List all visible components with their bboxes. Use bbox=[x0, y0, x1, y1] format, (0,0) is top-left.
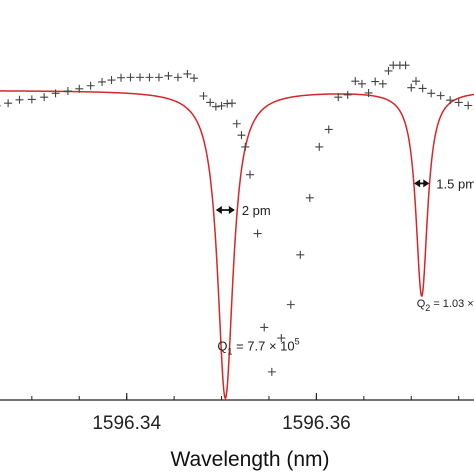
data-point bbox=[190, 74, 199, 83]
x-tick-label: 1596.36 bbox=[282, 413, 351, 434]
data-point bbox=[357, 79, 366, 88]
data-point bbox=[334, 93, 343, 102]
arrow-head-left bbox=[414, 179, 421, 188]
data-point bbox=[418, 84, 427, 93]
data-point bbox=[324, 125, 333, 134]
data-point bbox=[4, 99, 13, 108]
data-point bbox=[364, 88, 373, 97]
data-point bbox=[384, 66, 393, 75]
x-tick-label: 1596.34 bbox=[92, 413, 161, 434]
linewidth-label: 1.5 pm bbox=[436, 176, 474, 191]
data-point bbox=[145, 73, 154, 82]
data-point bbox=[0, 105, 1, 107]
data-point bbox=[232, 119, 241, 128]
data-point bbox=[154, 73, 163, 82]
data-point bbox=[51, 89, 60, 98]
data-point bbox=[86, 81, 95, 90]
data-point bbox=[260, 323, 269, 332]
data-point bbox=[305, 193, 314, 202]
arrow-head-right bbox=[228, 206, 235, 214]
data-point bbox=[454, 98, 463, 107]
data-point bbox=[206, 98, 215, 107]
plot-area bbox=[0, 61, 474, 400]
data-point bbox=[407, 83, 416, 92]
data-point bbox=[40, 93, 49, 102]
data-point bbox=[241, 142, 250, 151]
arrow-head-right bbox=[423, 179, 430, 188]
x-axis-title: Wavelength (nm) bbox=[170, 448, 329, 471]
data-point bbox=[343, 90, 352, 99]
data-point bbox=[286, 300, 295, 309]
data-point bbox=[237, 131, 246, 140]
annotations: 2 pm 1.5 pm Q1 = 7.7 × 105 Q2 = 1.03 × 10 bbox=[215, 176, 474, 357]
linewidth-label: 2 pm bbox=[242, 203, 271, 218]
data-point bbox=[401, 61, 410, 70]
data-point bbox=[227, 99, 236, 108]
data-point bbox=[98, 77, 107, 86]
data-point bbox=[296, 250, 305, 259]
data-point bbox=[277, 334, 286, 343]
data-point bbox=[15, 95, 24, 104]
data-point bbox=[267, 367, 276, 376]
data-point bbox=[164, 71, 173, 80]
data-point bbox=[183, 69, 192, 78]
data-point bbox=[412, 77, 421, 86]
data-point bbox=[126, 73, 135, 82]
data-point bbox=[446, 96, 455, 105]
data-point bbox=[107, 76, 116, 85]
data-point bbox=[253, 229, 262, 238]
quality-factor-label: Q1 = 7.7 × 105 bbox=[217, 337, 299, 357]
data-point bbox=[75, 84, 84, 93]
data-point bbox=[427, 89, 436, 98]
data-point bbox=[173, 73, 182, 82]
data-point bbox=[436, 91, 445, 100]
data-point bbox=[464, 101, 473, 110]
data-point bbox=[63, 87, 72, 96]
data-point bbox=[371, 77, 380, 86]
fit-curve bbox=[0, 90, 474, 400]
data-point bbox=[135, 73, 144, 82]
data-point bbox=[117, 73, 126, 82]
arrow-head-left bbox=[215, 206, 222, 214]
data-point bbox=[378, 79, 387, 88]
data-point bbox=[211, 102, 220, 111]
data-point bbox=[315, 142, 324, 151]
data-point bbox=[199, 92, 208, 100]
data-point bbox=[246, 170, 255, 179]
data-point bbox=[217, 101, 226, 110]
quality-factor-label: Q2 = 1.03 × 10 bbox=[417, 298, 474, 313]
data-point bbox=[27, 95, 36, 104]
data-point bbox=[351, 77, 360, 86]
